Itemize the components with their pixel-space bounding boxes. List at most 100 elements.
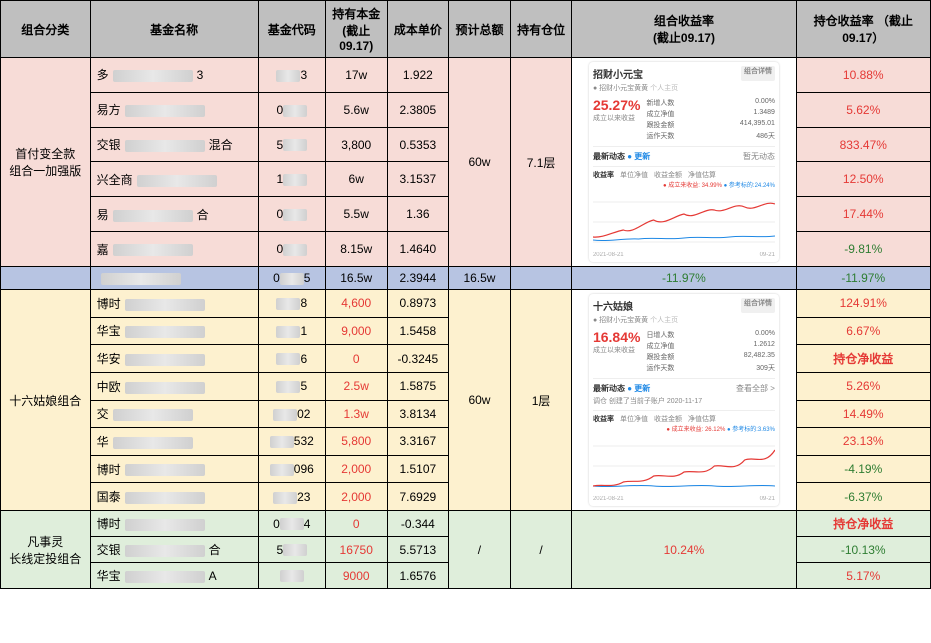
- principal-cell: 1.3w: [325, 400, 387, 428]
- est-total-cell: 60w: [449, 58, 511, 267]
- h-combo: 组合收益率 (截止09.17): [572, 1, 796, 58]
- fund-code-cell: 5: [258, 537, 325, 563]
- fund-name-cell: 多3: [90, 58, 258, 93]
- fund-code-cell: 0: [258, 92, 325, 127]
- hold-rate-cell: -6.37%: [796, 483, 931, 511]
- fund-name-cell: 博时: [90, 290, 258, 318]
- fund-table: 组合分类 基金名称 基金代码 持有本金 (截止09.17) 成本单价 预计总额 …: [0, 0, 931, 589]
- header-row: 组合分类 基金名称 基金代码 持有本金 (截止09.17) 成本单价 预计总额 …: [1, 1, 931, 58]
- hold-rate-cell: 10.88%: [796, 58, 931, 93]
- h-principal: 持有本金 (截止09.17): [325, 1, 387, 58]
- fund-name-cell: 华宝: [90, 317, 258, 345]
- fund-code-cell: [258, 563, 325, 589]
- cost-cell: 3.8134: [387, 400, 449, 428]
- table-row: 凡事灵 长线定投组合博时040-0.344//10.24%持仓净收益: [1, 511, 931, 537]
- table-row: 0516.5w2.394416.5w-11.97%-11.97%: [1, 267, 931, 290]
- hold-rate-cell: 5.17%: [796, 563, 931, 589]
- fund-code-cell: 5: [258, 127, 325, 162]
- fund-code-cell: 23: [258, 483, 325, 511]
- hold-rate-cell: 124.91%: [796, 290, 931, 318]
- principal-cell: 9000: [325, 563, 387, 589]
- est-total-cell: 16.5w: [449, 267, 511, 290]
- table-row: 首付变全款 组合一加强版多3317w1.92260w7.1层 招财小元宝组合详情…: [1, 58, 931, 93]
- principal-cell: 2,000: [325, 455, 387, 483]
- fund-name-cell: 嘉: [90, 232, 258, 267]
- principal-cell: 6w: [325, 162, 387, 197]
- fund-code-cell: 05: [258, 267, 325, 290]
- cost-cell: 2.3944: [387, 267, 449, 290]
- hold-rate-cell: -11.97%: [796, 267, 931, 290]
- cost-cell: 1.5875: [387, 372, 449, 400]
- principal-cell: 3,800: [325, 127, 387, 162]
- hold-rate-cell: 6.67%: [796, 317, 931, 345]
- fund-code-cell: 5: [258, 372, 325, 400]
- cost-cell: -0.344: [387, 511, 449, 537]
- cost-cell: 3.1537: [387, 162, 449, 197]
- h-category: 组合分类: [1, 1, 91, 58]
- est-total-cell: 60w: [449, 290, 511, 511]
- cost-cell: 1.36: [387, 197, 449, 232]
- hold-rate-cell: 14.49%: [796, 400, 931, 428]
- fund-name-cell: 国泰: [90, 483, 258, 511]
- cost-cell: 1.5107: [387, 455, 449, 483]
- principal-cell: 16750: [325, 537, 387, 563]
- hold-rate-cell: -10.13%: [796, 537, 931, 563]
- hold-rate-cell: 17.44%: [796, 197, 931, 232]
- fund-code-cell: 6: [258, 345, 325, 373]
- h-hold: 持仓收益率 （截止 09.17）: [796, 1, 931, 58]
- principal-cell: 4,600: [325, 290, 387, 318]
- h-code: 基金代码: [258, 1, 325, 58]
- principal-cell: 2,000: [325, 483, 387, 511]
- hold-rate-cell: -4.19%: [796, 455, 931, 483]
- fund-code-cell: 04: [258, 511, 325, 537]
- cost-cell: -0.3245: [387, 345, 449, 373]
- category-cell: 凡事灵 长线定投组合: [1, 511, 91, 589]
- fund-name-cell: 交: [90, 400, 258, 428]
- combo-rate-cell: 十六姑娘组合详情 ● 招财小元宝黄黄 个人主页 16.84%成立以来收益 日增人…: [572, 290, 796, 511]
- est-total-cell: /: [449, 511, 511, 589]
- cost-cell: 0.5353: [387, 127, 449, 162]
- cost-cell: 1.5458: [387, 317, 449, 345]
- hold-rate-cell: 12.50%: [796, 162, 931, 197]
- position-cell: 7.1层: [510, 58, 572, 267]
- table-row: 十六姑娘组合博时84,6000.897360w1层 十六姑娘组合详情 ● 招财小…: [1, 290, 931, 318]
- principal-cell: 0: [325, 511, 387, 537]
- category-cell: 首付变全款 组合一加强版: [1, 58, 91, 267]
- hold-rate-cell: 833.47%: [796, 127, 931, 162]
- fund-name-cell: 博时: [90, 511, 258, 537]
- fund-code-cell: 532: [258, 428, 325, 456]
- fund-name-cell: 兴全商: [90, 162, 258, 197]
- fund-code-cell: 1: [258, 162, 325, 197]
- principal-cell: 2.5w: [325, 372, 387, 400]
- h-pos: 持有仓位: [510, 1, 572, 58]
- fund-code-cell: 0: [258, 197, 325, 232]
- combo-rate-cell: -11.97%: [572, 267, 796, 290]
- fund-name-cell: 交银混合: [90, 127, 258, 162]
- fund-name-cell: 中欧: [90, 372, 258, 400]
- combo-widget: 招财小元宝组合详情 ● 招财小元宝黄黄 个人主页 25.27%成立以来收益 新增…: [589, 62, 779, 262]
- fund-code-cell: 02: [258, 400, 325, 428]
- combo-rate-cell: 招财小元宝组合详情 ● 招财小元宝黄黄 个人主页 25.27%成立以来收益 新增…: [572, 58, 796, 267]
- h-name: 基金名称: [90, 1, 258, 58]
- principal-cell: 5.6w: [325, 92, 387, 127]
- cost-cell: 0.8973: [387, 290, 449, 318]
- h-est: 预计总额: [449, 1, 511, 58]
- fund-code-cell: 096: [258, 455, 325, 483]
- position-cell: 1层: [510, 290, 572, 511]
- fund-code-cell: 0: [258, 232, 325, 267]
- principal-cell: 5.5w: [325, 197, 387, 232]
- cost-cell: 5.5713: [387, 537, 449, 563]
- hold-rate-cell: 23.13%: [796, 428, 931, 456]
- principal-cell: 8.15w: [325, 232, 387, 267]
- fund-name-cell: 华宝A: [90, 563, 258, 589]
- position-cell: /: [510, 511, 572, 589]
- principal-cell: 9,000: [325, 317, 387, 345]
- fund-code-cell: 1: [258, 317, 325, 345]
- principal-cell: 17w: [325, 58, 387, 93]
- fund-code-cell: 8: [258, 290, 325, 318]
- hold-rate-cell: 持仓净收益: [796, 345, 931, 373]
- cost-cell: 3.3167: [387, 428, 449, 456]
- cost-cell: 1.4640: [387, 232, 449, 267]
- hold-rate-cell: 5.62%: [796, 92, 931, 127]
- h-cost: 成本单价: [387, 1, 449, 58]
